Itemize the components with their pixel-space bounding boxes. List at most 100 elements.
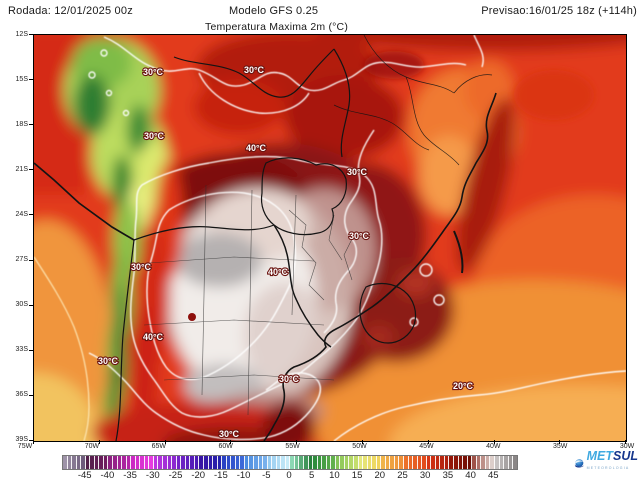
contour-label: 30°C	[98, 356, 119, 366]
model-label: Modelo GFS 0.25	[229, 5, 319, 17]
colorbar-cell	[499, 456, 505, 469]
colorbar-cell	[458, 456, 464, 469]
colorbar-tick-label: 45	[488, 470, 499, 481]
contour-label: 30°C	[279, 374, 300, 384]
colorbar-cell	[281, 456, 286, 469]
colorbar-cell	[108, 456, 114, 469]
colorbar-cell	[481, 456, 486, 469]
colorbar-cell	[126, 456, 132, 469]
lon-label: 45W	[419, 443, 434, 450]
lon-tick	[493, 440, 495, 444]
colorbar-cell	[226, 456, 232, 469]
contour-label: 40°C	[268, 267, 289, 277]
colorbar-tick-label: -45	[77, 470, 92, 481]
colorbar-cell	[331, 456, 336, 469]
colorbar-cell	[167, 456, 173, 469]
colorbar-tick-label: 30	[419, 470, 431, 481]
colorbar-cell	[299, 456, 304, 469]
lon-tick	[33, 440, 34, 444]
colorbar-cell	[117, 456, 123, 469]
lat-tick	[29, 169, 33, 171]
colorbar-cell	[308, 456, 314, 469]
colorbar-cell	[358, 456, 364, 469]
colorbar-cell	[463, 456, 468, 469]
colorbar-cell	[408, 456, 414, 469]
colorbar-cell	[190, 456, 195, 469]
lat-tick	[29, 439, 33, 441]
country-borders	[34, 35, 497, 441]
colorbar-cell	[290, 456, 295, 469]
colorbar-cell	[376, 456, 382, 469]
colorbar-cell	[363, 456, 368, 469]
contour-label: 30°C	[131, 262, 152, 272]
colorbar-cell	[276, 456, 282, 469]
colorbar-cell	[181, 456, 186, 469]
lat-tick	[29, 124, 33, 126]
colorbar-cell	[131, 456, 136, 469]
colorbar-cell	[431, 456, 436, 469]
colorbar-cell	[122, 456, 127, 469]
lat-label: 18S	[15, 120, 28, 128]
colorbar-cell	[340, 456, 345, 469]
colorbar-cell	[235, 456, 241, 469]
temperature-map: 30°C 30°C 30°C 40°C 30°C 30°C 30°C 40°C 40°C 30°C…	[34, 35, 626, 441]
colorbar-cell	[454, 456, 459, 469]
colorbar-cell	[335, 456, 341, 469]
contour-label: 30°C	[244, 65, 265, 75]
colorbar-tick-label: 40	[465, 470, 476, 481]
colorbar-cell	[435, 456, 441, 469]
colorbar-cell	[163, 456, 168, 469]
lat-tick	[29, 34, 33, 35]
colorbar-cell	[263, 456, 268, 469]
lon-label: 75W	[17, 443, 33, 450]
colorbar-cell	[94, 456, 100, 469]
contour-lines	[34, 35, 626, 441]
lat-tick	[29, 349, 33, 351]
colorbar-tick-label: -10	[236, 470, 251, 481]
lon-tick	[230, 440, 232, 444]
lat-label: 21S	[15, 165, 28, 173]
colorbar-cell	[444, 456, 450, 469]
contour-label: 30°C	[143, 67, 164, 77]
colorbar-cell	[426, 456, 432, 469]
lat-label: 33S	[15, 346, 28, 354]
colorbar-tick-label: -30	[145, 470, 160, 481]
colorbar-cell	[326, 456, 332, 469]
lon-label: 60W	[218, 443, 233, 450]
contour-labels: 30°C 30°C 30°C 40°C 30°C 30°C 30°C 40°C 40°C 30°C…	[97, 64, 475, 440]
map-frame: 30°C 30°C 30°C 40°C 30°C 30°C 30°C 40°C 40°C 30°C…	[33, 34, 627, 442]
colorbar	[62, 455, 518, 470]
logo-met-text: MET	[586, 449, 613, 463]
colorbar-cell	[344, 456, 350, 469]
colorbar-tick-label: -5	[262, 470, 271, 481]
colorbar-cell	[81, 456, 86, 469]
colorbar-cell	[490, 456, 495, 469]
colorbar-cell	[208, 456, 214, 469]
colorbar-cell	[67, 456, 73, 469]
colorbar-cell	[267, 456, 273, 469]
lon-label: 35W	[552, 443, 568, 450]
colorbar-cell	[417, 456, 423, 469]
colorbar-cell	[85, 456, 91, 469]
colorbar-tick-label: -40	[100, 470, 115, 481]
colorbar-cell	[113, 456, 118, 469]
lat-tick	[29, 259, 33, 261]
colorbar-cell	[258, 456, 264, 469]
run-label: Rodada: 12/01/2025 00z	[8, 5, 133, 17]
logo-tagline: METEOROLOGIA	[586, 466, 630, 470]
colorbar-cell	[99, 456, 104, 469]
colorbar-cell	[199, 456, 204, 469]
colorbar-cell	[272, 456, 277, 469]
lon-label: 40W	[486, 443, 501, 450]
lon-label: 50W	[352, 443, 367, 450]
colorbar-cell	[394, 456, 400, 469]
lon-tick	[625, 440, 627, 444]
colorbar-cell	[422, 456, 427, 469]
contour-label: 30°C	[144, 131, 165, 141]
lat-tick	[29, 394, 33, 396]
lat-tick	[29, 79, 33, 81]
colorbar-tick-label: -25	[168, 470, 183, 481]
colorbar-cell	[140, 456, 145, 469]
colorbar-cell	[317, 456, 323, 469]
colorbar-tick-label: 25	[397, 470, 408, 481]
